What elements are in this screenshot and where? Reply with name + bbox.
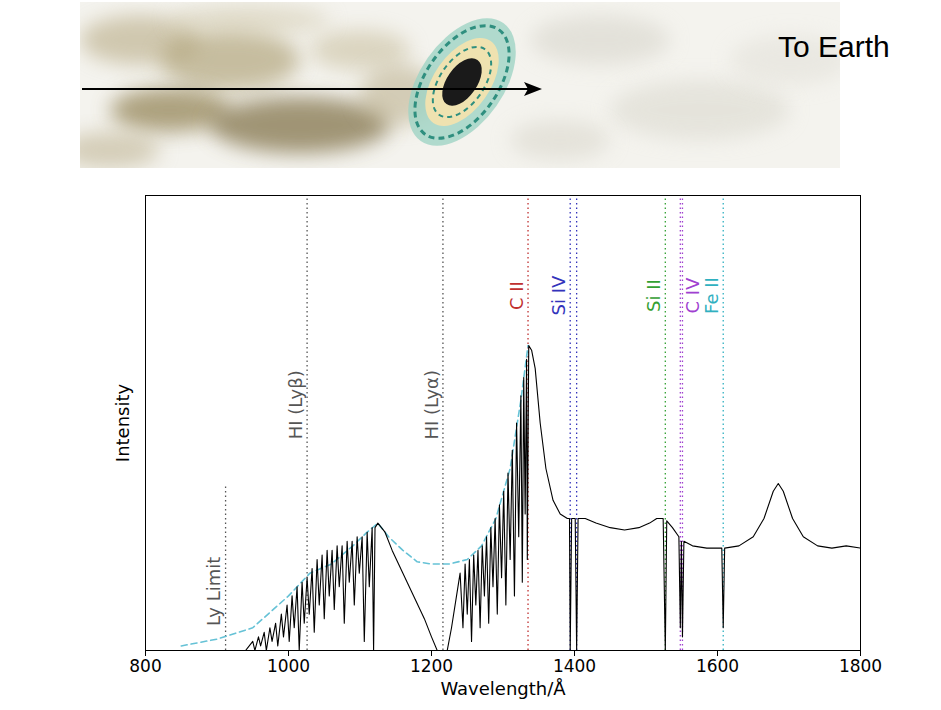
svg-text:Intensity: Intensity bbox=[112, 383, 133, 462]
svg-text:Ly Limit: Ly Limit bbox=[203, 557, 224, 626]
svg-text:C II: C II bbox=[506, 281, 527, 310]
svg-text:HI (Lyα): HI (Lyα) bbox=[421, 370, 442, 440]
svg-text:Si II: Si II bbox=[643, 279, 664, 312]
svg-text:Fe II: Fe II bbox=[701, 277, 722, 314]
svg-text:1200: 1200 bbox=[410, 656, 453, 676]
svg-text:C IV: C IV bbox=[682, 277, 704, 314]
svg-text:1800: 1800 bbox=[839, 656, 882, 676]
svg-text:1000: 1000 bbox=[267, 656, 310, 676]
svg-text:HI (Lyβ): HI (Lyβ) bbox=[285, 370, 306, 439]
svg-text:Si IV: Si IV bbox=[548, 275, 569, 315]
svg-text:To Earth: To Earth bbox=[778, 30, 890, 63]
svg-text:800: 800 bbox=[129, 656, 161, 676]
svg-text:1600: 1600 bbox=[696, 656, 739, 676]
svg-text:Wavelength/Å: Wavelength/Å bbox=[440, 678, 566, 699]
svg-text:1400: 1400 bbox=[553, 656, 596, 676]
